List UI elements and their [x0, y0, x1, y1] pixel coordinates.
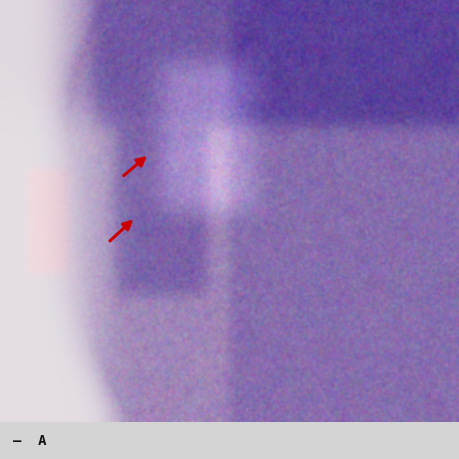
Text: —  A: — A [13, 434, 46, 448]
